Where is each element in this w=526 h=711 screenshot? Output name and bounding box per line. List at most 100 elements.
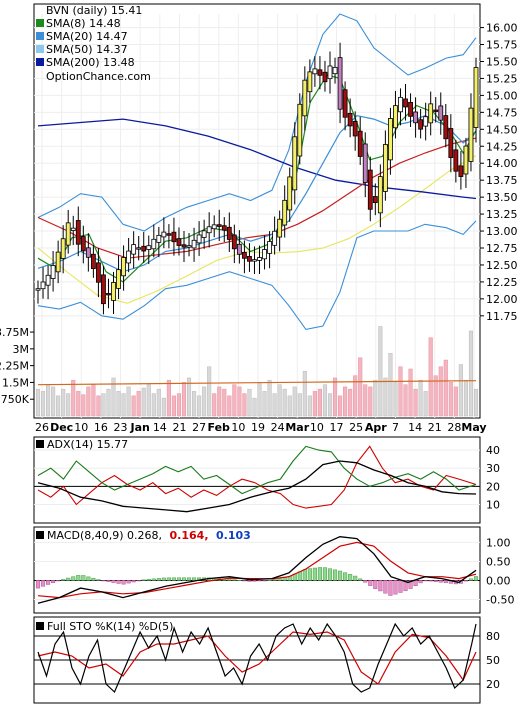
volume-bar (232, 384, 237, 417)
candle-up (55, 251, 61, 273)
volume-bar (146, 384, 151, 417)
stochastic-d-line (37, 631, 477, 685)
macd-title: MACD(8,40,9) 0.268, 0.164, 0.103 (47, 529, 251, 542)
macd-histogram-bar (388, 580, 393, 596)
macd-histogram-bar (56, 580, 61, 582)
legend-swatch-sma50 (36, 45, 44, 53)
volume-bar (106, 388, 111, 417)
macd-title-main: MACD(8,40,9) 0.268, (47, 529, 162, 542)
candle-up (468, 107, 474, 162)
x-tick-label: Feb (208, 421, 231, 434)
volume-bar (121, 393, 126, 417)
macd-histogram-bar (418, 580, 423, 584)
candle-up (423, 116, 429, 127)
x-tick-label: 26 (35, 421, 49, 434)
candle-down (221, 225, 227, 231)
volume-bar (327, 393, 333, 417)
adx-panel: 40 30 20 10 ADX(14) 15.77 (33, 436, 500, 524)
macd-histogram-bar (398, 580, 403, 593)
candle-up (393, 105, 398, 129)
macd-histogram-bar (363, 580, 368, 583)
volume-bar (166, 379, 171, 417)
volume-bar (202, 386, 207, 417)
macd-histogram-bar (368, 580, 373, 586)
volume-bar (51, 386, 56, 417)
price-tick-label: 14.25 (486, 140, 518, 153)
candle-up (35, 288, 41, 291)
volume-bar (252, 397, 257, 417)
candle-up (60, 238, 66, 259)
macd-histogram-bar (121, 580, 126, 585)
price-tick-label: 15.50 (486, 55, 518, 68)
macd-signal-line (37, 541, 477, 599)
volume-bar (282, 388, 287, 417)
price-tick-label: 13.25 (486, 208, 518, 221)
candle-up (327, 65, 333, 80)
macd-histogram-bar (192, 577, 197, 581)
macd-histogram-bar (176, 577, 182, 581)
volume-bar (66, 393, 71, 417)
candle-down (317, 69, 323, 76)
candle-down (96, 262, 101, 283)
candle-down (342, 89, 348, 118)
candle-down (418, 119, 424, 130)
macd-histogram-bar (408, 580, 413, 589)
candle-down (226, 226, 232, 240)
candle-down (216, 224, 222, 227)
legend-swatch-sma200 (36, 58, 44, 66)
candle-down (181, 244, 187, 248)
volume-bar (151, 393, 156, 417)
candle-down (75, 220, 81, 245)
x-tick-label: Jan (130, 421, 150, 434)
macd-tick-label: 0.00 (486, 574, 511, 587)
price-tick-label: 13.00 (486, 225, 518, 238)
x-tick-label: 23 (114, 421, 128, 434)
candle-up (312, 68, 318, 75)
volume-bar (368, 386, 373, 417)
macd-histogram-bar (131, 580, 136, 583)
macd-histogram-bar (101, 580, 106, 582)
macd-histogram-bar (151, 578, 156, 581)
stochastic-tick-label: 50 (486, 654, 500, 667)
volume-bar (91, 384, 96, 417)
volume-bar (473, 388, 479, 417)
price-tick-label: 14.00 (486, 157, 518, 170)
volume-bar (61, 388, 66, 417)
volume-bar (257, 382, 262, 417)
macd-histogram-bar (312, 567, 317, 581)
x-tick-label: 25 (349, 421, 363, 434)
macd-histogram-bar (156, 578, 161, 581)
candle-up (151, 238, 157, 250)
volume-bar (222, 388, 227, 417)
candle-down (453, 149, 459, 172)
volume-bar (207, 366, 212, 417)
candle-down (236, 243, 242, 255)
volume-bar (96, 395, 101, 417)
candle-down (176, 238, 182, 246)
macd-histogram-bar (46, 580, 51, 585)
volume-bar (332, 377, 338, 417)
candle-down (166, 233, 172, 236)
macd-histogram-bar (237, 579, 242, 581)
volume-bar (287, 395, 292, 417)
legend-label-sma20: SMA(20) 14.47 (46, 30, 128, 43)
volume-bar (176, 393, 182, 417)
candle-up (302, 79, 308, 117)
volume-bar (35, 388, 41, 417)
macd-histogram-bar (327, 568, 333, 581)
macd-tick-label: 1.00 (486, 536, 511, 549)
candle-up (262, 249, 267, 260)
candle-up (257, 257, 262, 261)
macd-tick-label: -0.50 (486, 593, 514, 606)
macd-histogram-bar (358, 578, 363, 581)
adx-tick-label: 10 (486, 498, 500, 511)
macd-histogram-bar (111, 580, 116, 583)
adx-minus-di-line (37, 445, 477, 509)
sma200-line (37, 118, 477, 200)
macd-histogram-bar (468, 578, 474, 581)
legend-label-sma200: SMA(200) 13.48 (46, 56, 135, 69)
candle-up (377, 176, 383, 214)
stochastic-swatch (36, 622, 44, 630)
legend-swatch-sma20 (36, 32, 44, 40)
